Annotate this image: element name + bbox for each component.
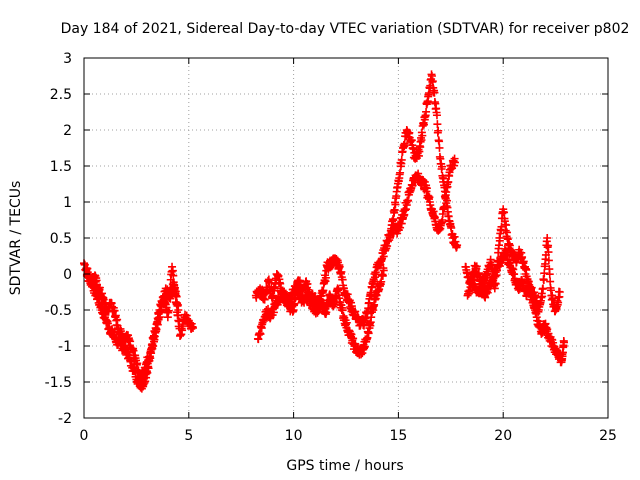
data-point: [453, 241, 462, 250]
grid: [84, 58, 608, 418]
data-point: [269, 308, 278, 317]
data-point: [559, 338, 568, 347]
x-tick-label: 5: [184, 428, 193, 444]
data-point: [422, 107, 431, 116]
data-point: [396, 168, 405, 177]
y-tick-label: 0: [63, 267, 72, 283]
data-point: [419, 120, 428, 129]
data-point: [422, 184, 431, 193]
data-point: [379, 252, 388, 261]
chart-title: Day 184 of 2021, Sidereal Day-to-day VTE…: [61, 21, 630, 37]
x-tick-label: 0: [80, 428, 89, 444]
y-tick-label: 3: [63, 51, 72, 67]
data-point: [527, 283, 536, 292]
data-point: [433, 120, 442, 129]
y-tick-label: -1.5: [45, 375, 72, 391]
y-tick-label: 2: [63, 123, 72, 139]
data-point: [432, 111, 441, 120]
data-point: [164, 306, 173, 315]
y-axis-ticks: -2 -1.5 -1 -0.5 0 0.5 1 1.5 2 2.5 3: [45, 51, 608, 427]
data-point: [379, 266, 388, 275]
data-point: [370, 277, 379, 286]
y-tick-label: -1: [58, 339, 72, 355]
data-point: [447, 223, 456, 232]
data-point: [495, 262, 504, 271]
data-point: [360, 342, 369, 351]
data-point: [342, 318, 351, 327]
data-point: [389, 216, 398, 225]
data-point: [178, 322, 187, 331]
data-point: [404, 196, 413, 205]
data-point: [495, 236, 504, 245]
data-point: [430, 88, 439, 97]
data-point: [544, 248, 553, 257]
data-point: [495, 241, 504, 250]
data-point: [188, 324, 197, 332]
data-point: [276, 279, 285, 288]
data-point: [450, 158, 459, 167]
data-point: [437, 162, 446, 171]
data-point: [129, 346, 138, 355]
x-axis-label: GPS time / hours: [286, 458, 403, 474]
data-point: [474, 269, 483, 278]
x-tick-label: 25: [599, 428, 617, 444]
data-point: [347, 330, 356, 339]
data-point: [506, 258, 515, 267]
y-tick-label: 1: [63, 195, 72, 211]
data-point: [377, 277, 386, 286]
data-point: [313, 308, 322, 317]
data-point: [545, 270, 554, 279]
y-tick-label: 2.5: [50, 87, 72, 103]
data-point: [472, 262, 481, 271]
data-point: [397, 155, 406, 164]
data-point: [95, 283, 104, 292]
data-point: [338, 306, 347, 315]
data-point: [364, 329, 373, 338]
data-point: [401, 206, 410, 215]
data-point: [417, 136, 426, 145]
data-point: [321, 273, 330, 282]
axes: [83, 57, 609, 419]
data-point: [370, 300, 379, 309]
data-point: [540, 269, 549, 278]
data-points: [80, 70, 568, 393]
x-axis-ticks: 0 5 10 15 20 25: [80, 58, 617, 444]
y-tick-label: 0.5: [50, 231, 72, 247]
data-point: [390, 205, 399, 214]
data-point: [166, 294, 175, 303]
data-point: [539, 276, 548, 285]
data-point: [418, 131, 427, 140]
data-point: [133, 359, 142, 368]
data-point: [434, 126, 443, 135]
plot-frame: [83, 57, 609, 419]
y-axis-label: SDTVAR / TECUs: [8, 181, 24, 296]
data-point: [543, 234, 552, 242]
data-point: [538, 292, 547, 301]
y-tick-label: -2: [58, 411, 72, 427]
data-point: [450, 232, 459, 241]
data-point: [481, 293, 490, 302]
data-point: [351, 307, 360, 316]
data-point: [256, 330, 265, 339]
data-point: [174, 306, 183, 314]
data-point: [483, 288, 492, 297]
x-tick-label: 15: [389, 428, 407, 444]
data-point: [435, 143, 444, 152]
data-point: [539, 284, 548, 293]
data-point: [378, 271, 387, 280]
data-point: [544, 256, 553, 265]
x-tick-label: 20: [494, 428, 512, 444]
data-point: [397, 219, 406, 228]
data-point: [555, 288, 564, 296]
y-tick-label: 1.5: [50, 159, 72, 175]
data-point: [503, 250, 512, 259]
data-point: [440, 202, 449, 211]
data-point: [400, 139, 409, 148]
data-point: [322, 308, 331, 317]
y-tick-label: -0.5: [45, 303, 72, 319]
data-point: [502, 221, 511, 230]
x-tick-label: 10: [285, 428, 303, 444]
